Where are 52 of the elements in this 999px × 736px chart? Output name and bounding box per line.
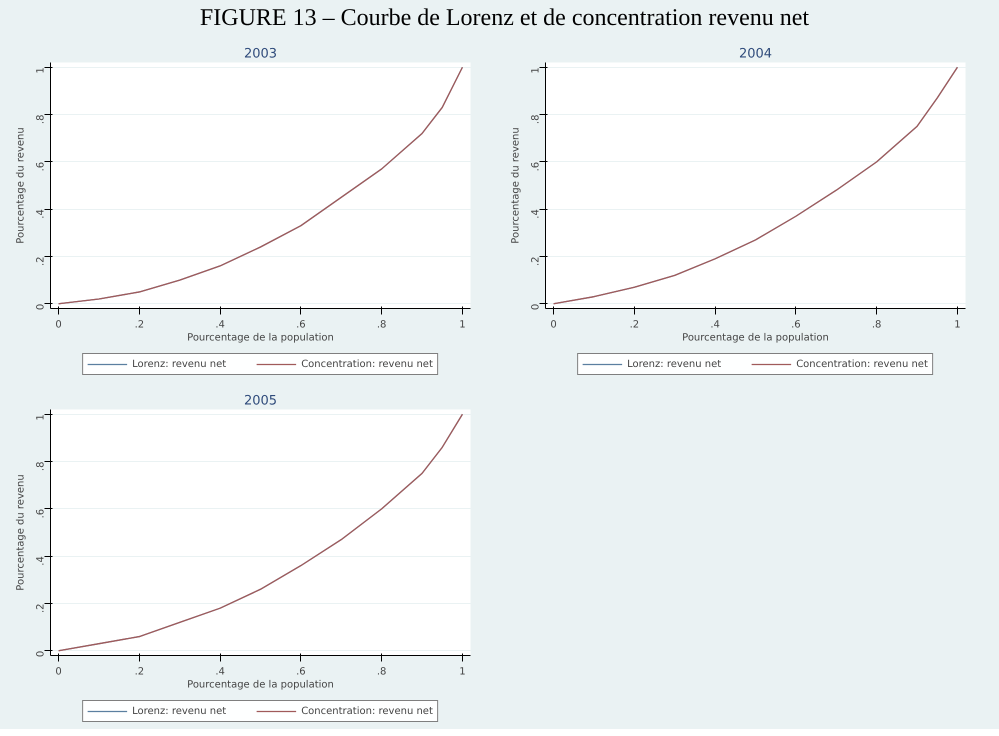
legend-label: Lorenz: revenu net xyxy=(627,358,722,370)
legend-label: Concentration: revenu net xyxy=(301,705,433,717)
x-tick-label: 1 xyxy=(954,320,961,330)
y-tick-label: 1 xyxy=(36,67,46,74)
x-tick-label: .2 xyxy=(134,666,144,678)
x-tick-label: .8 xyxy=(376,320,386,330)
chart-title: 2003 xyxy=(244,46,278,62)
y-tick-label: .8 xyxy=(36,114,46,124)
y-tick-label: .8 xyxy=(36,462,46,472)
y-axis-title: Pourcentage du revenu xyxy=(510,127,522,244)
x-tick-label: .8 xyxy=(376,666,386,678)
y-tick-label: 1 xyxy=(530,67,542,74)
x-axis-title: Pourcentage de la population xyxy=(682,332,829,344)
y-axis-title: Pourcentage du revenu xyxy=(16,474,26,591)
x-tick-label: .4 xyxy=(710,320,720,330)
y-tick-label: .4 xyxy=(530,209,542,219)
y-tick-label: 0 xyxy=(36,304,46,310)
chart-title: 2005 xyxy=(244,394,278,408)
y-axis-title: Pourcentage du revenu xyxy=(16,127,26,244)
x-tick-label: .6 xyxy=(791,320,801,330)
y-tick-label: .6 xyxy=(36,508,46,518)
legend-label: Lorenz: revenu net xyxy=(132,705,226,717)
y-tick-label: 0 xyxy=(36,650,46,658)
y-tick-label: .4 xyxy=(36,209,46,219)
caption: FIGURE 13 – Courbe de Lorenz et de concentration revenu net xyxy=(200,5,810,31)
x-tick-label: 1 xyxy=(459,320,466,330)
x-axis-title: Pourcentage de la population xyxy=(187,332,334,344)
x-tick-label: .4 xyxy=(215,666,225,678)
x-tick-label: .6 xyxy=(296,666,306,678)
legend-label: Lorenz: revenu net xyxy=(132,358,226,370)
y-tick-label: .4 xyxy=(36,556,46,566)
x-tick-label: .6 xyxy=(296,320,306,330)
x-tick-label: .8 xyxy=(872,320,882,330)
x-tick-label: 1 xyxy=(459,666,466,678)
y-tick-label: 0 xyxy=(530,304,542,310)
y-tick-label: .2 xyxy=(36,603,46,614)
x-axis-title: Pourcentage de la population xyxy=(187,680,334,690)
y-tick-label: .6 xyxy=(36,162,46,172)
x-tick-label: 0 xyxy=(55,666,62,678)
x-tick-label: 0 xyxy=(550,320,557,330)
x-tick-label: .2 xyxy=(630,320,640,330)
y-tick-label: .2 xyxy=(36,256,46,266)
y-tick-label: 1 xyxy=(36,414,46,421)
legend-label: Concentration: revenu net xyxy=(301,358,433,370)
x-tick-label: 0 xyxy=(55,320,62,330)
chart-title: 2004 xyxy=(738,46,772,62)
legend-label: Concentration: revenu net xyxy=(796,358,928,370)
y-tick-label: .6 xyxy=(530,162,542,172)
y-tick-label: .2 xyxy=(530,256,542,266)
y-tick-label: .8 xyxy=(530,114,542,124)
x-tick-label: .2 xyxy=(134,320,144,330)
x-tick-label: .4 xyxy=(215,320,225,330)
